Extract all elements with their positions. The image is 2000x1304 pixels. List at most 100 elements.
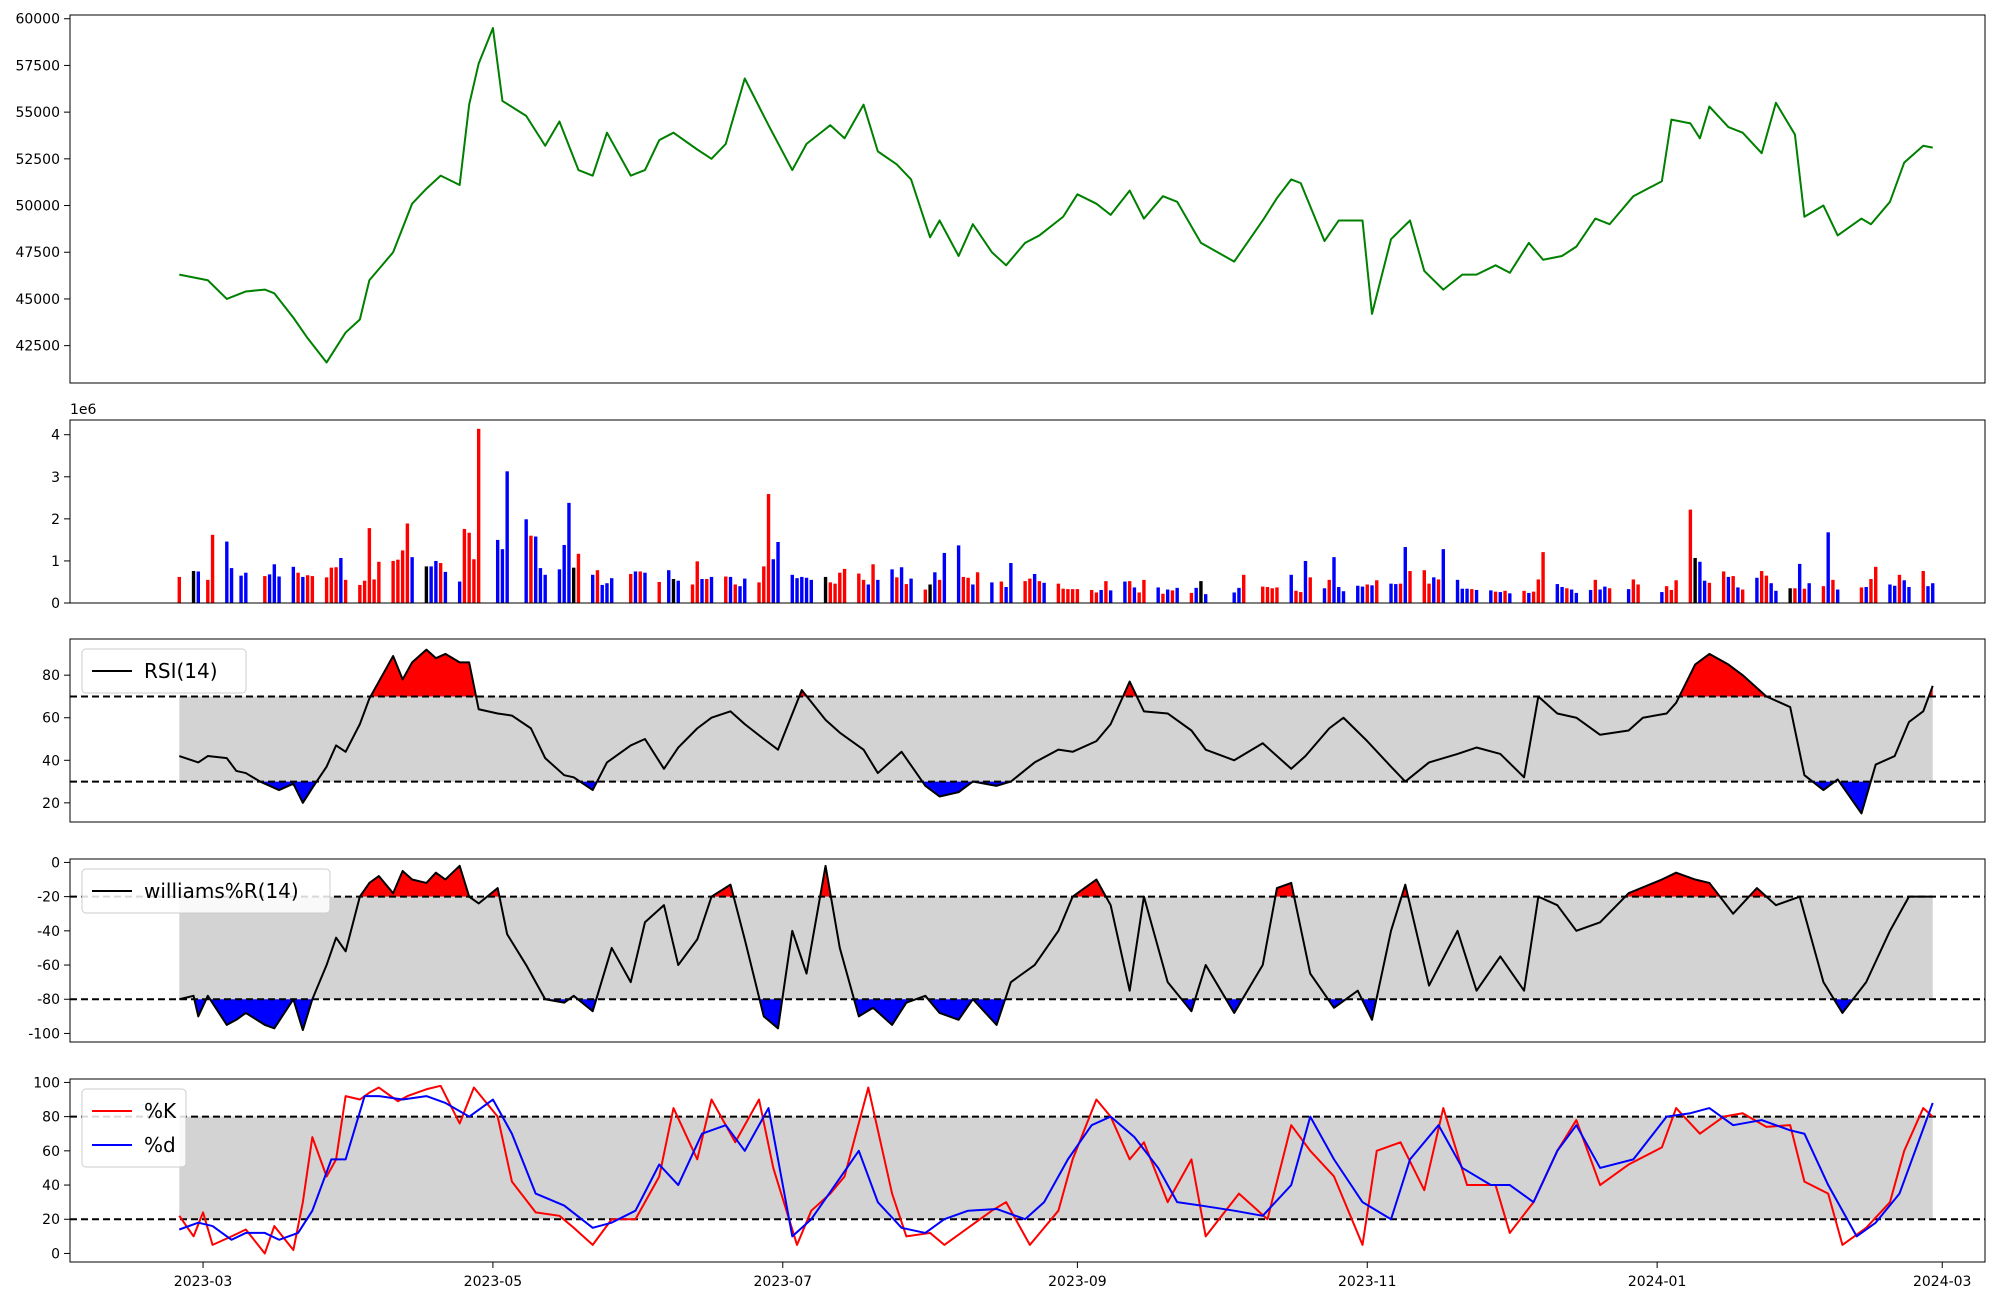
volume-bar — [1489, 590, 1493, 603]
volume-bar — [1769, 583, 1773, 603]
volume-bar — [1042, 582, 1046, 603]
volume-bar — [1237, 587, 1241, 603]
volume-bar — [301, 576, 305, 603]
volume-bar — [1394, 584, 1398, 603]
volume-bar — [543, 574, 547, 603]
volume-bar — [1427, 583, 1431, 603]
volume-bar — [1470, 589, 1474, 603]
volume-bar — [1189, 592, 1194, 603]
axes-frame — [69, 14, 1986, 384]
rsi-line — [178, 648, 1934, 815]
volume-bar — [1156, 587, 1160, 603]
x-tick-label: 2023-07 — [754, 1274, 813, 1290]
volume-bar — [743, 578, 747, 603]
williams-oversold-fill — [210, 999, 294, 1029]
volume-bar — [1089, 589, 1094, 603]
price-panel: 42500 45000 47500 50000 52500 55000 57500 60000 — [15, 12, 1986, 384]
williams-r-panel: -100 -80 -60 -40 -20 0 williams%R(14) — [28, 855, 1986, 1043]
volume-bar — [738, 586, 742, 603]
volume-bar — [1897, 574, 1902, 603]
volume-bar — [776, 542, 780, 603]
volume-bar — [576, 553, 581, 603]
axes-frame — [69, 1078, 1986, 1263]
volume-bar — [1465, 588, 1469, 603]
y-tick-label: 1 — [51, 554, 60, 570]
y-tick-label: 55000 — [15, 105, 60, 121]
volume-bar — [1907, 587, 1911, 603]
volume-bar — [1137, 592, 1141, 603]
volume-bar — [1303, 560, 1308, 603]
volume-bar — [1099, 589, 1103, 603]
volume-bar — [1503, 590, 1507, 603]
axes-frame — [69, 419, 1986, 604]
y-tick-label: 40 — [42, 753, 60, 769]
volume-bar — [1835, 589, 1840, 603]
volume-bar — [324, 577, 329, 603]
volume-bar — [1337, 587, 1341, 603]
volume-scale-label: 1e6 — [70, 402, 97, 418]
volume-bar — [1698, 561, 1702, 603]
volume-bar — [177, 576, 181, 603]
volume-bar — [538, 568, 543, 603]
volume-bar — [524, 519, 528, 603]
volume-bar — [1261, 586, 1265, 603]
volume-bar — [838, 572, 842, 603]
volume-bar — [277, 576, 281, 603]
volume-bar — [196, 571, 200, 603]
volume-bar — [1693, 557, 1697, 603]
volume-bar — [1726, 576, 1731, 603]
volume-bar — [762, 566, 766, 603]
volume-bar — [334, 567, 338, 603]
volume-bar — [1588, 589, 1593, 603]
volume-bar — [1108, 590, 1113, 603]
volume-bar — [1436, 579, 1441, 603]
volume-bar — [1674, 580, 1678, 603]
volume-bar — [1888, 584, 1892, 603]
volume-bar — [229, 568, 234, 603]
y-tick-label: 42500 — [15, 339, 60, 355]
volume-bar — [828, 582, 832, 603]
volume-bar — [1574, 592, 1579, 603]
volume-bar — [1265, 587, 1270, 603]
volume-bar — [1341, 591, 1346, 603]
volume-bar — [495, 539, 500, 603]
volume-bar — [1603, 586, 1607, 603]
volume-bar — [942, 552, 947, 603]
neutral-band — [179, 896, 1933, 1000]
volume-bar — [871, 564, 875, 603]
volume-bar — [733, 584, 737, 603]
volume-bar — [1893, 585, 1897, 603]
williams-oversold-fill — [1834, 999, 1853, 1013]
volume-bar — [396, 559, 400, 603]
volume-bar — [410, 557, 414, 603]
volume-bar — [1142, 579, 1146, 603]
volume-bar — [244, 572, 248, 603]
volume-bar — [305, 575, 310, 603]
volume-bar — [1004, 587, 1008, 603]
volume-bar — [610, 578, 614, 603]
volume-bar — [572, 567, 576, 603]
volume-bar — [557, 569, 562, 603]
volume-bar — [1365, 584, 1369, 603]
y-tick-label: 60 — [42, 1144, 60, 1160]
volume-bar — [206, 579, 210, 603]
volume-bar — [629, 573, 633, 603]
volume-bar — [372, 579, 376, 603]
volume-bar — [1422, 570, 1426, 603]
volume-bar — [676, 580, 680, 603]
volume-bar — [1569, 589, 1574, 603]
volume-bar — [1132, 587, 1137, 603]
y-tick-label: 20 — [42, 796, 60, 812]
volume-bar — [391, 560, 395, 603]
volume-bar — [966, 577, 970, 603]
y-tick-label: 0 — [51, 596, 60, 612]
y-tick-label: 40 — [42, 1178, 60, 1194]
volume-bar — [923, 589, 928, 603]
volume-bar — [1356, 585, 1360, 603]
volume-bar — [1660, 592, 1664, 603]
volume-bar — [937, 579, 942, 603]
volume-bar — [1242, 574, 1246, 603]
volume-bar — [1037, 581, 1042, 603]
volume-bar — [1931, 583, 1935, 603]
